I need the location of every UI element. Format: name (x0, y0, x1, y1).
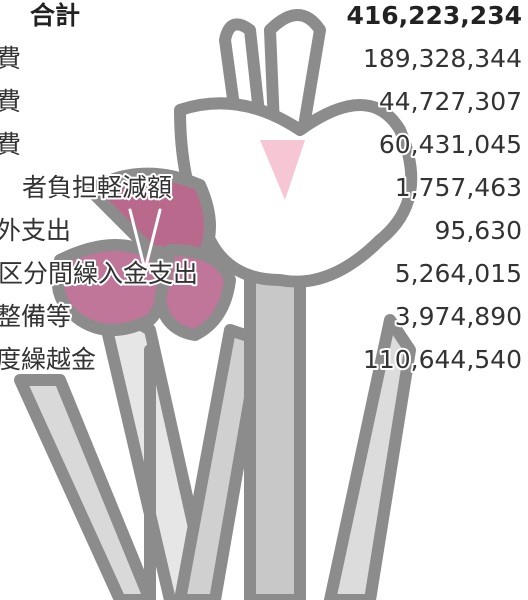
iris-illustration (20, 15, 411, 600)
row-amount: 110,644,540 (363, 345, 522, 374)
row-label: 者負担軽減額 (22, 173, 172, 202)
row-amount: 44,727,307 (379, 87, 522, 116)
row-label: 合計 (30, 1, 80, 30)
row-label: 整備等 (0, 302, 71, 331)
row-label: 費 (0, 44, 21, 73)
row-label: 費 (0, 130, 21, 159)
row-amount: 95,630 (435, 216, 522, 245)
screen: 合計 416,223,234 費 189,328,344 費 44,727,307 費 60,… (0, 0, 528, 600)
row-label: 費 (0, 87, 21, 116)
row-amount: 416,223,234 (346, 1, 522, 30)
row-amount: 60,431,045 (379, 130, 522, 159)
row-amount: 5,264,015 (395, 259, 522, 288)
row-amount: 1,757,463 (395, 173, 522, 202)
row-amount: 3,974,890 (395, 302, 522, 331)
row-label: 区分間繰入金支出 (0, 259, 198, 288)
page: {"table": {"rows": [ ["合計", "416,223,234… (0, 0, 528, 600)
row-label: 度繰越金 (0, 345, 96, 374)
row-label: 外支出 (0, 216, 71, 245)
row-amount: 189,328,344 (363, 44, 522, 73)
